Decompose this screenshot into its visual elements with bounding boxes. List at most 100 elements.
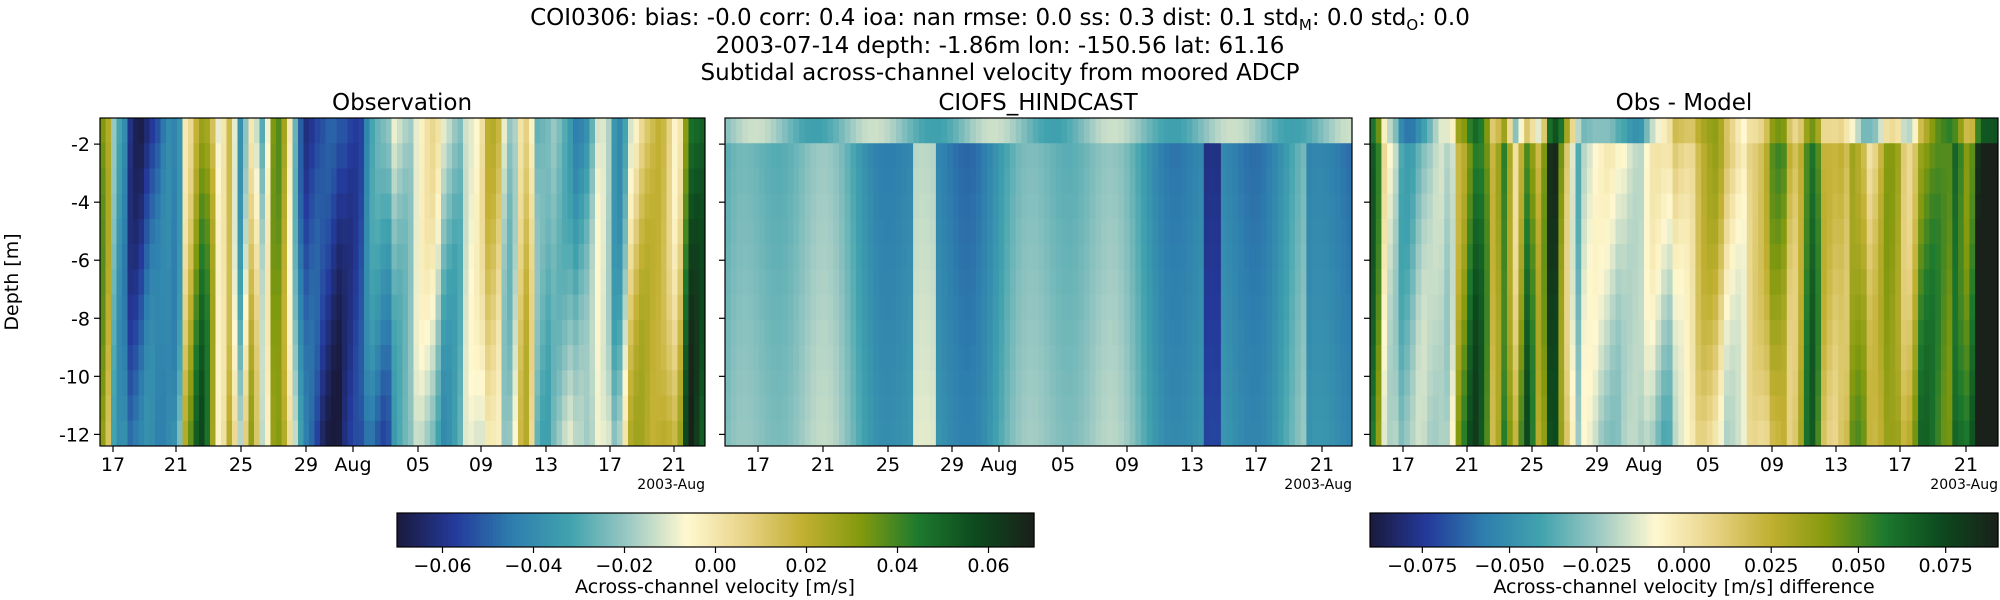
heatmap-cell [1946,269,1953,296]
heatmap-cell [281,269,288,296]
heatmap-cell [964,193,971,220]
heatmap-cell [1203,319,1211,346]
heatmap-cell [237,269,244,296]
heatmap-cell [1243,143,1250,170]
heatmap-cell [1946,193,1953,220]
heatmap-cell [243,269,250,296]
heatmap-cell [1181,294,1188,321]
heatmap-cell [210,319,217,346]
heatmap-cell [918,269,926,296]
heatmap-cell [677,370,684,397]
heatmap-cell [1387,395,1394,422]
heatmap-cell [1855,370,1862,397]
heatmap-cell [281,168,288,195]
heatmap-cell [1752,395,1759,422]
colorbar-swatch [428,513,433,547]
heatmap-cell [573,269,580,296]
heatmap-cell [160,118,167,144]
heatmap-cell [1175,319,1182,346]
heatmap-cell [1323,168,1330,195]
heatmap-cell [320,420,327,446]
heatmap-cell [331,319,338,346]
heatmap-cell [930,269,937,296]
heatmap-cell [1472,168,1480,195]
heatmap-cell [292,370,299,397]
heatmap-cell [1266,319,1273,346]
heatmap-cell [1661,319,1668,346]
heatmap-cell [787,294,794,321]
heatmap-cell [1878,118,1885,144]
heatmap-cell [265,168,272,195]
heatmap-cell [1918,345,1925,371]
colorbar-swatch [568,513,573,547]
heatmap-cell [1723,193,1731,220]
heatmap-cell [1718,218,1725,245]
heatmap-cell [1900,294,1908,321]
colorbar-swatch [1819,513,1823,547]
colorbar-swatch [1976,513,1980,547]
heatmap-cell [1141,319,1148,346]
heatmap-cell [1792,319,1799,346]
heatmap-cell [1489,370,1497,397]
heatmap-cell [1004,193,1011,220]
heatmap-cell [1655,168,1662,195]
heatmap-cell [1146,269,1154,296]
heatmap-cell [287,143,294,170]
heatmap-cell [1169,168,1176,195]
heatmap-cell [856,345,863,371]
heatmap-cell [873,370,880,397]
colorbar-swatch [1875,513,1880,547]
heatmap-cell [1912,345,1919,371]
heatmap-cell [1775,118,1782,144]
heatmap-cell [347,143,354,170]
heatmap-cell [1980,118,1988,144]
heatmap-cell [947,345,954,371]
heatmap-cell [1684,118,1691,144]
heatmap-cell [430,269,437,296]
heatmap-cell [753,168,760,195]
heatmap-cell [1684,193,1691,220]
heatmap-cell [589,168,596,195]
heatmap-cell [545,294,552,321]
heatmap-cell [1055,168,1062,195]
heatmap-cell [770,294,777,321]
heatmap-cell [1672,193,1679,220]
colorbar-swatch [1027,513,1032,547]
heatmap-cell [964,294,971,321]
heatmap-cell [353,395,360,422]
heatmap-cell [595,370,602,397]
colorbar-swatch [1696,513,1701,547]
heatmap-cell [490,143,497,170]
heatmap-cell [1061,244,1068,270]
heatmap-cell [1346,420,1352,446]
heatmap-cell [661,370,668,397]
heatmap-cell [600,319,607,346]
heatmap-cell [1975,370,1982,397]
heatmap-cell [160,319,167,346]
heatmap-cell [496,218,503,245]
heatmap-cell [1592,269,1599,296]
colorbar-swatch [460,513,465,547]
heatmap-cell [998,269,1005,296]
heatmap-cell [953,218,960,245]
heatmap-cell [839,370,846,397]
heatmap-cell [793,193,800,220]
heatmap-cell [975,345,983,371]
heatmap-cell [501,420,508,446]
heatmap-cell [1444,143,1451,170]
heatmap-cell [1181,168,1188,195]
heatmap-cell [375,370,382,397]
heatmap-cell [1215,244,1222,270]
heatmap-cell [507,193,514,220]
heatmap-cell [1923,168,1931,195]
colorbar-swatch [763,513,768,547]
heatmap-cell [1741,345,1748,371]
heatmap-cell [485,294,492,321]
heatmap-cell [1387,345,1394,371]
heatmap-cell [1135,143,1142,170]
heatmap-cell [742,395,749,422]
heatmap-cell [1672,370,1679,397]
heatmap-cell [1986,168,1993,195]
heatmap-cell [193,395,200,422]
heatmap-cell [1124,269,1131,296]
